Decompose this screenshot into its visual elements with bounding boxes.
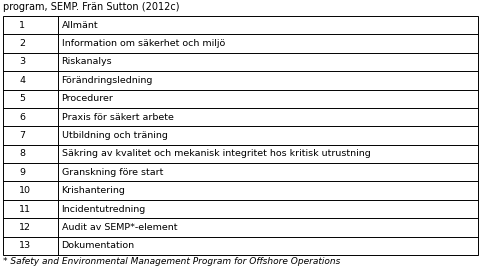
Bar <box>3 16 478 255</box>
Text: 10: 10 <box>19 186 31 195</box>
Text: 2: 2 <box>19 39 26 48</box>
Text: Incidentutredning: Incidentutredning <box>62 204 146 213</box>
Text: 1: 1 <box>19 21 26 30</box>
Text: 8: 8 <box>19 149 26 158</box>
Text: 4: 4 <box>19 76 26 85</box>
Text: Allmänt: Allmänt <box>62 21 98 30</box>
Text: 12: 12 <box>19 223 31 232</box>
Text: Riskanalys: Riskanalys <box>62 58 112 67</box>
Text: * Safety and Environmental Management Program for Offshore Operations: * Safety and Environmental Management Pr… <box>3 257 340 266</box>
Text: Audit av SEMP*-element: Audit av SEMP*-element <box>62 223 177 232</box>
Text: program, SEMP. Frän Sutton (2012c): program, SEMP. Frän Sutton (2012c) <box>3 2 179 12</box>
Text: Information om säkerhet och miljö: Information om säkerhet och miljö <box>62 39 225 48</box>
Text: Procedurer: Procedurer <box>62 94 113 103</box>
Text: Säkring av kvalitet och mekanisk integritet hos kritisk utrustning: Säkring av kvalitet och mekanisk integri… <box>62 149 370 158</box>
Text: Krishantering: Krishantering <box>62 186 125 195</box>
Text: 9: 9 <box>19 168 26 177</box>
Text: 5: 5 <box>19 94 26 103</box>
Text: 3: 3 <box>19 58 26 67</box>
Text: 13: 13 <box>19 241 31 250</box>
Text: 11: 11 <box>19 204 31 213</box>
Text: 7: 7 <box>19 131 26 140</box>
Text: Dokumentation: Dokumentation <box>62 241 135 250</box>
Text: Förändringsledning: Förändringsledning <box>62 76 153 85</box>
Text: Granskning före start: Granskning före start <box>62 168 163 177</box>
Text: Praxis för säkert arbete: Praxis för säkert arbete <box>62 113 174 122</box>
Text: 6: 6 <box>19 113 26 122</box>
Text: Utbildning och träning: Utbildning och träning <box>62 131 168 140</box>
